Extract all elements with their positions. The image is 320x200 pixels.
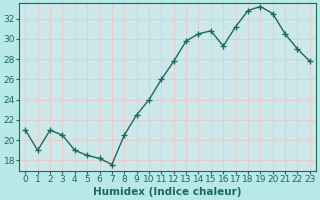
X-axis label: Humidex (Indice chaleur): Humidex (Indice chaleur) — [93, 187, 242, 197]
